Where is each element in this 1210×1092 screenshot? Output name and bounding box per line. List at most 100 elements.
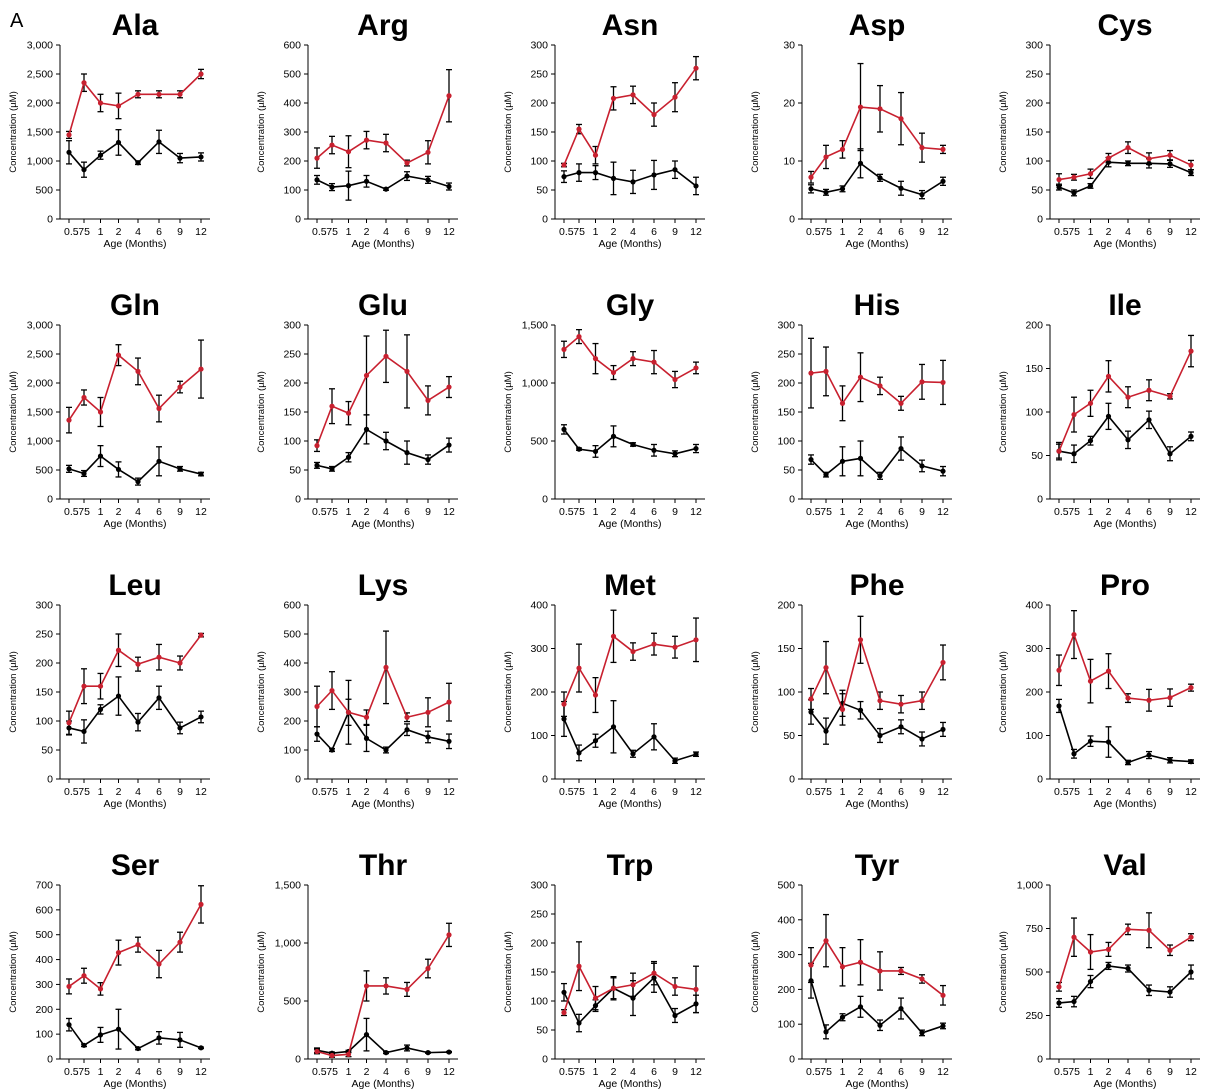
series-line: [563, 168, 697, 187]
data-point: [97, 152, 104, 158]
x-tick-label: 2: [116, 1066, 122, 1078]
x-tick-label: .75: [570, 786, 585, 798]
x-tick-label: 9: [177, 506, 183, 518]
x-tick-label: 4: [877, 1066, 883, 1078]
series-line: [1058, 928, 1192, 988]
data-point: [135, 719, 141, 725]
x-tick-label: .75: [570, 226, 585, 238]
data-point: [156, 1035, 162, 1041]
x-axis-label: Age (Months): [351, 238, 414, 250]
data-point: [404, 714, 410, 720]
x-tick-label: 1: [346, 226, 352, 238]
series-line: [316, 428, 450, 470]
data-point: [592, 448, 599, 455]
data-point: [823, 728, 829, 734]
x-tick-label: 12: [195, 226, 207, 238]
data-point: [1188, 433, 1194, 439]
data-point: [940, 379, 946, 386]
y-tick-label: 500: [35, 465, 53, 477]
data-point: [630, 982, 636, 988]
y-tick-label: 200: [530, 687, 548, 699]
data-point: [576, 170, 582, 176]
x-tick-label: 12: [690, 1066, 702, 1078]
data-point: [314, 1048, 320, 1055]
x-tick-label: 1: [593, 786, 599, 798]
x-tick-label: .75: [817, 1066, 832, 1078]
y-tick-label: 0: [295, 214, 301, 226]
data-point: [329, 747, 335, 753]
x-axis-label: Age (Months): [598, 518, 661, 530]
data-point: [383, 747, 389, 753]
y-tick-label: 400: [35, 954, 53, 966]
data-point: [877, 1022, 883, 1028]
data-point: [177, 466, 183, 472]
data-point: [877, 383, 883, 389]
y-tick-label: 100: [1025, 730, 1043, 742]
series-line: [810, 939, 944, 996]
data-point: [314, 731, 320, 737]
data-point: [672, 758, 678, 764]
y-tick-label: 600: [35, 904, 53, 916]
data-point: [1071, 190, 1077, 196]
data-point: [383, 140, 389, 146]
series-line: [68, 455, 202, 483]
data-point: [198, 366, 204, 372]
x-tick-label: .75: [570, 1066, 585, 1078]
x-tick-label: 12: [443, 226, 455, 238]
data-point: [1105, 946, 1112, 952]
data-point: [576, 1020, 582, 1026]
x-tick-label: 6: [898, 786, 904, 798]
series-line: [563, 976, 697, 1025]
y-tick-label: 200: [1025, 98, 1043, 110]
chart-title: Cys: [1097, 9, 1152, 42]
data-point: [97, 100, 104, 106]
x-tick-label: 0.5: [312, 226, 327, 238]
data-point: [446, 932, 452, 938]
data-point: [314, 155, 320, 161]
x-tick-label: 12: [690, 506, 702, 518]
chart-title: Leu: [108, 569, 161, 602]
y-tick-label: 0: [1037, 214, 1043, 226]
y-tick-label: 150: [530, 967, 548, 979]
chart-title: Trp: [607, 849, 654, 882]
data-point: [329, 466, 335, 472]
data-point: [651, 359, 657, 365]
data-point: [823, 1029, 829, 1035]
x-tick-label: 2: [611, 506, 617, 518]
x-tick-label: 2: [611, 786, 617, 798]
x-tick-label: 12: [1185, 506, 1197, 518]
y-tick-label: 150: [35, 687, 53, 699]
chart-title: Pro: [1100, 569, 1150, 602]
data-point: [425, 177, 431, 183]
data-point: [877, 732, 883, 739]
data-point: [446, 93, 452, 99]
series-line: [316, 710, 450, 752]
data-point: [857, 707, 864, 713]
series-line: [316, 665, 450, 719]
series-line: [68, 353, 202, 421]
data-point: [329, 403, 335, 409]
data-point: [919, 379, 925, 385]
y-tick-label: 300: [1025, 643, 1043, 655]
data-point: [823, 938, 829, 944]
x-tick-label: 2: [611, 226, 617, 238]
x-tick-label: 9: [672, 1066, 678, 1078]
data-point: [425, 734, 431, 740]
data-point: [198, 1045, 204, 1051]
y-tick-label: 250: [1025, 1010, 1043, 1022]
data-point: [1056, 703, 1062, 709]
data-point: [630, 179, 636, 185]
data-point: [693, 65, 699, 71]
data-point: [1105, 373, 1112, 379]
x-tick-label: 0.5: [64, 226, 79, 238]
data-point: [561, 701, 567, 707]
chart-title: Lys: [358, 569, 409, 602]
data-point: [561, 716, 567, 722]
data-point: [115, 352, 122, 358]
data-point: [329, 1052, 335, 1059]
data-point: [610, 433, 617, 439]
